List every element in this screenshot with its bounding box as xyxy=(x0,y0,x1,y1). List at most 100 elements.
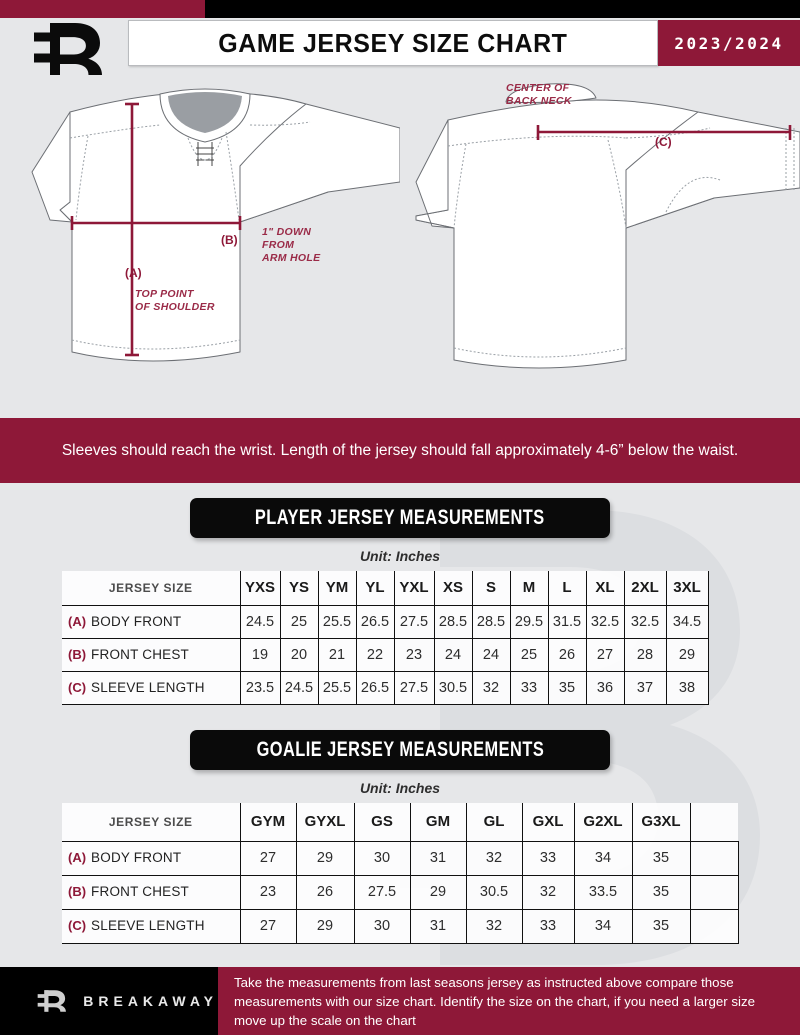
column-header-g2xl: G2XL xyxy=(573,803,633,842)
column-header-yl: YL xyxy=(355,571,395,606)
measurement-cell: 28.5 xyxy=(433,604,473,639)
measurement-cell: 25 xyxy=(279,604,319,639)
callout-armhole-line2: FROM xyxy=(262,239,295,251)
footer-brand-panel: BREAKAWAY xyxy=(0,967,218,1035)
measurement-cell: 29 xyxy=(665,637,709,672)
callout-armhole-line3: ARM HOLE xyxy=(262,252,321,264)
goalie-table-wrap: JERSEY SIZE GYM GYXL GS GM GL GXL G2XL G3XL (A) BO… xyxy=(62,803,739,944)
column-header-xs: XS xyxy=(433,571,473,606)
measurement-cell: 37 xyxy=(623,670,667,705)
row-label-text: BODY FRONT xyxy=(91,613,182,629)
column-header-3xl: 3XL xyxy=(665,571,709,606)
measurement-cell: 32.5 xyxy=(585,604,625,639)
column-header-gl: GL xyxy=(465,803,523,842)
table-row: (B) FRONT CHEST 19 20 21 22 23 24 24 25 26 27 28 29 xyxy=(62,637,709,672)
row-label: (C) SLEEVE LENGTH xyxy=(62,908,241,944)
measurement-cell: 24.5 xyxy=(279,670,319,705)
table-row: (B) FRONT CHEST 23 26 27.5 29 30.5 32 33.5 35 xyxy=(62,874,739,910)
measurement-cell: 27.5 xyxy=(393,604,435,639)
column-header-ys: YS xyxy=(279,571,319,606)
measurement-cell: 27.5 xyxy=(353,874,411,910)
measurement-cell: 29 xyxy=(409,874,467,910)
column-header-blank xyxy=(689,803,738,842)
measurement-cell: 26 xyxy=(295,874,355,910)
measurement-cell: 24 xyxy=(433,637,473,672)
column-header-xl: XL xyxy=(585,571,625,606)
column-header-gxl: GXL xyxy=(521,803,575,842)
player-measurements-table: JERSEY SIZE YXS YS YM YL YXL XS S M L XL 2XL 3XL (A) B… xyxy=(62,571,709,705)
instruction-banner-text: Sleeves should reach the wrist. Length o… xyxy=(61,441,739,459)
instruction-banner: Sleeves should reach the wrist. Length o… xyxy=(0,418,800,483)
column-header-gs: GS xyxy=(353,803,411,842)
page-footer: BREAKAWAY Take the measurements from las… xyxy=(0,967,800,1035)
goalie-measurements-table: JERSEY SIZE GYM GYXL GS GM GL GXL G2XL G3XL (A) BO… xyxy=(62,803,739,944)
row-code: (A) xyxy=(68,613,87,629)
jersey-front-view xyxy=(31,88,400,362)
measurement-cell: 33 xyxy=(509,670,549,705)
measurement-cell: 31 xyxy=(409,840,467,876)
row-label: (C) SLEEVE LENGTH xyxy=(62,670,241,705)
column-header-2xl: 2XL xyxy=(623,571,667,606)
measurement-cell: 32 xyxy=(465,908,523,944)
measurement-cell: 27 xyxy=(239,908,297,944)
measurement-cell: 35 xyxy=(631,908,691,944)
table-corner-label: JERSEY SIZE xyxy=(62,571,241,606)
measurement-cell: 23 xyxy=(393,637,435,672)
dim-label-b: (B) xyxy=(221,233,238,247)
row-label-text: BODY FRONT xyxy=(91,850,182,865)
page-title-box: GAME JERSEY SIZE CHART xyxy=(128,20,658,66)
column-header-ym: YM xyxy=(317,571,357,606)
breakaway-b-logo-icon xyxy=(37,990,66,1012)
dim-label-a: (A) xyxy=(125,266,142,280)
measurement-cell: 33 xyxy=(521,908,575,944)
column-header-g3xl: G3XL xyxy=(631,803,691,842)
measurement-cell: 35 xyxy=(631,874,691,910)
column-header-s: S xyxy=(471,571,511,606)
goalie-section-title: GOALIE JERSEY MEASUREMENTS xyxy=(256,738,544,761)
row-code: (C) xyxy=(68,918,87,933)
measurement-cell: 28 xyxy=(623,637,667,672)
row-code: (A) xyxy=(68,850,87,865)
row-label: (A) BODY FRONT xyxy=(62,840,241,876)
jersey-diagrams: (A) (B) (C) TOP POINT OF SHOULDER 1" DOW… xyxy=(0,70,800,418)
measurement-cell: 30.5 xyxy=(465,874,523,910)
goalie-section-pill: GOALIE JERSEY MEASUREMENTS xyxy=(190,730,610,770)
measurement-cell: 25.5 xyxy=(317,604,357,639)
measurement-cell: 34 xyxy=(573,908,633,944)
measurement-cell: 29 xyxy=(295,908,355,944)
measurement-cell: 23.5 xyxy=(239,670,281,705)
column-header-l: L xyxy=(547,571,587,606)
measurement-cell: 29 xyxy=(295,840,355,876)
callout-top-point-line2: OF SHOULDER xyxy=(135,301,215,313)
table-row: (C) SLEEVE LENGTH 27 29 30 31 32 33 34 35 xyxy=(62,908,739,944)
row-code: (B) xyxy=(68,646,87,662)
breakaway-b-logo-icon xyxy=(34,23,102,75)
measurement-cell xyxy=(689,840,739,876)
page-header: GAME JERSEY SIZE CHART 2023/2024 xyxy=(0,18,800,68)
measurement-cell: 32 xyxy=(471,670,511,705)
row-label-text: FRONT CHEST xyxy=(91,646,189,662)
row-label: (B) FRONT CHEST xyxy=(62,637,241,672)
measurement-cell: 26 xyxy=(547,637,587,672)
measurement-cell: 33.5 xyxy=(573,874,633,910)
column-header-gm: GM xyxy=(409,803,467,842)
dim-label-c: (C) xyxy=(655,135,672,149)
measurement-cell: 26.5 xyxy=(355,670,395,705)
measurement-cell: 21 xyxy=(317,637,357,672)
column-header-gyxl: GYXL xyxy=(295,803,355,842)
measurement-cell: 25.5 xyxy=(317,670,357,705)
measurement-cell: 34 xyxy=(573,840,633,876)
row-label-text: FRONT CHEST xyxy=(91,884,189,899)
footer-note: Take the measurements from last seasons … xyxy=(218,967,800,1035)
measurement-cell: 27.5 xyxy=(393,670,435,705)
top-strip-maroon xyxy=(0,0,205,18)
table-row: (A) BODY FRONT 27 29 30 31 32 33 34 35 xyxy=(62,840,739,876)
footer-note-text: Take the measurements from last seasons … xyxy=(234,974,756,1028)
measurement-cell: 26.5 xyxy=(355,604,395,639)
season-badge-label: 2023/2024 xyxy=(674,33,784,53)
column-header-m: M xyxy=(509,571,549,606)
measurement-cell: 27 xyxy=(239,840,297,876)
jersey-back-view xyxy=(415,83,800,369)
goalie-unit-label: Unit: Inches xyxy=(359,780,441,796)
row-code: (C) xyxy=(68,679,87,695)
